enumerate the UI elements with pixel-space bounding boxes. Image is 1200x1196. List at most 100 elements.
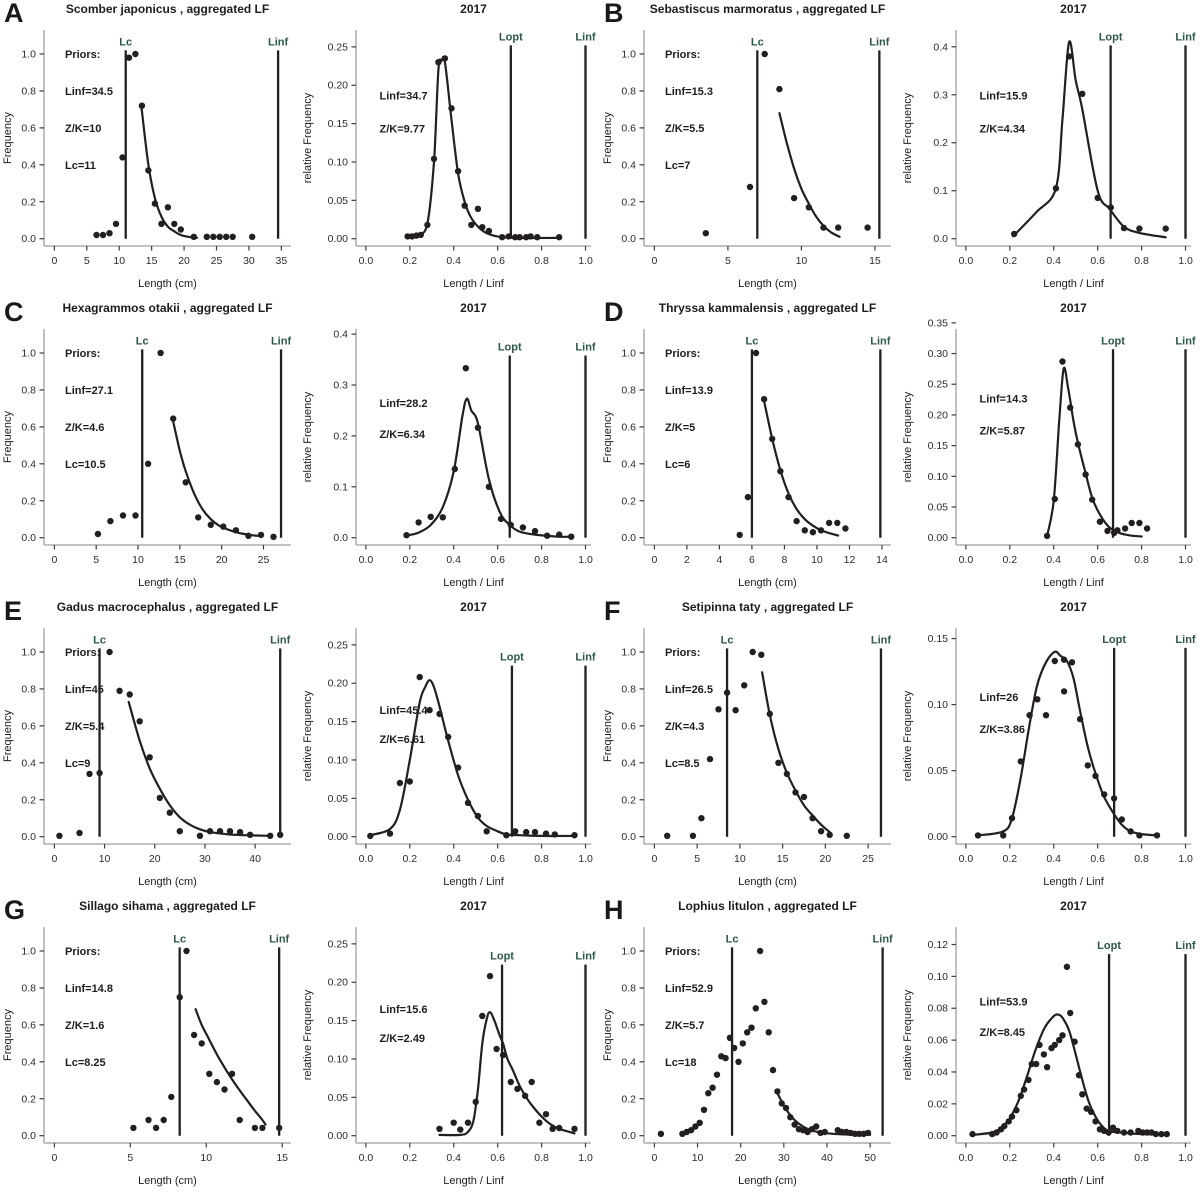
data-point xyxy=(1128,519,1135,527)
data-point xyxy=(99,231,107,239)
data-point xyxy=(190,233,197,240)
data-point xyxy=(426,706,433,714)
data-point xyxy=(1084,762,1091,769)
data-point xyxy=(76,829,83,837)
chart-title: Hexagrammos otakii , aggregated LF xyxy=(62,301,272,315)
data-point xyxy=(474,424,482,431)
data-point xyxy=(571,1125,578,1132)
data-point xyxy=(864,1129,872,1137)
vline-label-linf: Linf xyxy=(1175,940,1195,952)
annotation-text: Z/K=3.86 xyxy=(980,724,1026,736)
chart-C-right: 2017 0.0 0.2 0.4 0.6 0.8 1.0 0.0 0.1 0.2 0.3 0.4 Len… xyxy=(300,299,600,598)
chart-title: 2017 xyxy=(460,600,487,614)
data-point xyxy=(765,1029,772,1036)
x-tick-label: 0.8 xyxy=(534,255,549,267)
data-point xyxy=(698,815,705,822)
data-point xyxy=(1056,1036,1063,1044)
annotation-text: Linf=26.5 xyxy=(665,684,713,696)
y-tick-label: 0.00 xyxy=(928,1130,949,1142)
data-point xyxy=(758,651,765,658)
chart-A-right: 2017 0.0 0.2 0.4 0.6 0.8 1.0 0.00 0.05 0.10 0.15 0.… xyxy=(300,0,600,299)
data-point xyxy=(1000,832,1007,839)
y-tick-label: 0.6 xyxy=(621,1019,636,1031)
data-point xyxy=(132,512,139,519)
data-point xyxy=(705,1090,712,1097)
data-point xyxy=(776,85,783,93)
x-tick-label: 0 xyxy=(51,554,57,566)
y-tick-label: 0.0 xyxy=(21,1130,36,1142)
y-axis-label: Frequency xyxy=(602,112,614,164)
x-tick-label: 20 xyxy=(178,255,190,267)
x-tick-label: 40 xyxy=(249,853,261,865)
y-tick-label: 0.0 xyxy=(21,532,36,544)
data-point xyxy=(1075,1072,1083,1079)
annotation-text: Z/K=5.7 xyxy=(665,1020,704,1032)
data-point xyxy=(715,706,722,713)
annotation-text: Linf=27.1 xyxy=(65,385,113,397)
data-point xyxy=(1105,1129,1112,1136)
y-tick-label: 0.0 xyxy=(933,233,948,245)
x-tick-label: 0.4 xyxy=(1046,1152,1061,1164)
chart-E-right: 2017 0.0 0.2 0.4 0.6 0.8 1.0 0.00 0.05 0.10 0.15 0.… xyxy=(300,598,600,897)
data-point xyxy=(748,1024,755,1031)
annotation-text: Linf=45 xyxy=(65,684,104,696)
y-axis-label: Frequency xyxy=(2,710,14,762)
annotation-text: Linf=45.4 xyxy=(380,705,429,717)
vline-label-lc: Lc xyxy=(751,36,764,48)
data-point xyxy=(236,1116,243,1124)
y-tick-label: 1.0 xyxy=(621,49,636,61)
data-point xyxy=(1114,527,1121,534)
data-point xyxy=(739,1040,746,1047)
annotation-text: Lc=9 xyxy=(65,758,90,770)
chart-title: 2017 xyxy=(1060,301,1087,315)
y-tick-label: 0.10 xyxy=(928,471,949,483)
y-tick-label: 0.4 xyxy=(621,757,636,769)
y-tick-label: 0.8 xyxy=(621,384,636,396)
data-point xyxy=(259,1124,266,1132)
y-tick-label: 0.2 xyxy=(21,794,36,806)
data-point xyxy=(713,1071,721,1078)
data-point xyxy=(166,809,173,816)
data-point xyxy=(198,1040,205,1047)
data-point xyxy=(809,815,816,822)
x-tick-label: 1.0 xyxy=(1178,554,1193,566)
data-point xyxy=(216,233,223,240)
y-tick-label: 0.20 xyxy=(328,80,349,92)
data-point xyxy=(825,519,833,527)
annotation-text: Z/K=5.4 xyxy=(65,721,105,733)
annotation-text: Linf=26 xyxy=(980,692,1019,704)
y-tick-label: 0.8 xyxy=(21,85,36,97)
annotation-text: Linf=15.9 xyxy=(980,91,1028,103)
data-point xyxy=(464,799,472,807)
chart-svg: Sillago sihama , aggregated LF 0 5 10 15 0.0 0… xyxy=(2,899,291,1187)
data-point xyxy=(145,167,152,174)
x-tick-label: 10 xyxy=(692,1152,704,1164)
annotation-text: Z/K=5 xyxy=(665,422,695,434)
chart-title: 2017 xyxy=(1060,899,1087,913)
data-point xyxy=(746,183,754,191)
data-point xyxy=(136,718,143,725)
data-point xyxy=(246,831,254,838)
y-tick-label: 0.2 xyxy=(621,196,636,208)
y-tick-label: 1.0 xyxy=(21,946,36,958)
data-point xyxy=(1101,791,1108,798)
y-tick-label: 0.20 xyxy=(328,977,349,989)
fitted-curve xyxy=(775,1090,872,1136)
data-point xyxy=(106,648,113,656)
data-point xyxy=(1065,53,1073,60)
x-tick-label: 0.4 xyxy=(446,853,461,865)
x-tick-label: 0 xyxy=(651,1152,657,1164)
data-point xyxy=(1051,495,1058,503)
data-point xyxy=(206,1070,213,1077)
data-point xyxy=(1118,816,1125,823)
x-axis-label: Length (cm) xyxy=(738,1175,797,1187)
annotation-text: Priors: xyxy=(65,946,100,958)
data-point xyxy=(527,233,534,240)
x-tick-label: 1.0 xyxy=(578,853,593,865)
fitted-curve xyxy=(405,397,573,538)
x-tick-label: 0.4 xyxy=(1046,853,1061,865)
y-tick-label: 0.15 xyxy=(328,716,349,728)
data-point xyxy=(190,1031,198,1039)
data-point xyxy=(450,1119,457,1126)
y-tick-label: 0.3 xyxy=(333,379,348,391)
